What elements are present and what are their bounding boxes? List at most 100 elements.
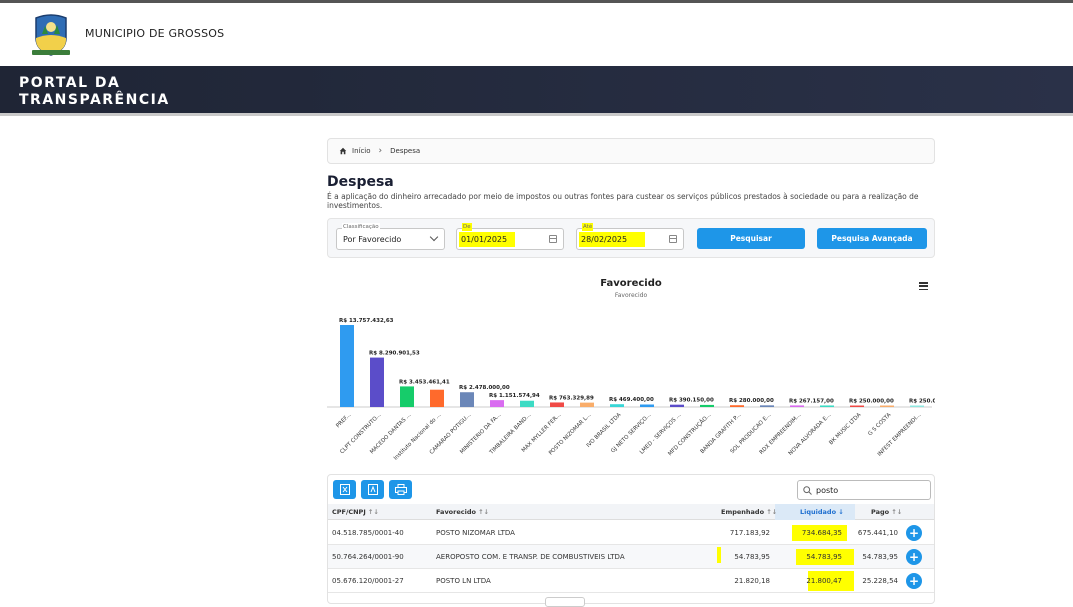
chart-title: Favorecido [600,278,662,289]
cell-cpf: 05.676.120/0001-27 [332,577,404,585]
breadcrumb-current: Despesa [390,147,421,155]
chart-category-label: PREF... [335,412,352,429]
highlight-mark [792,525,847,541]
expand-row-button[interactable]: + [906,525,922,541]
expand-row-button[interactable]: + [906,549,922,565]
table-header: CPF/CNPJ ↑↓ Favorecido ↑↓ Empenhado ↑↓ L… [328,504,934,520]
cell-cpf: 04.518.785/0001-40 [332,529,404,537]
calendar-icon[interactable] [669,235,677,243]
header-liquidado[interactable]: Liquidado ↓ [800,508,844,516]
chart-bar[interactable] [670,404,684,407]
chart-bar[interactable] [370,357,384,407]
chart-data-label: R$ 13.757.432,63 [339,318,394,324]
header-pago[interactable]: Pago ↑↓ [871,508,903,516]
breadcrumb-home[interactable]: Início [352,147,371,155]
page-title: Despesa [327,174,394,190]
chart-data-label: R$ 250.000,00 [909,399,935,405]
chart-bar[interactable] [430,389,444,407]
table-row[interactable]: 04.518.785/0001-40 POSTO NIZOMAR LTDA 71… [328,521,934,545]
highlight-mark [717,547,721,563]
portal-banner: PORTAL DA TRANSPARÊNCIA [0,66,1073,116]
breadcrumb: Início › Despesa [327,138,935,164]
classificacao-value: Por Favorecido [343,234,402,244]
header-favorecido[interactable]: Favorecido ↑↓ [436,508,490,516]
date-from-field[interactable]: De 01/01/2025 [456,223,564,250]
chart-data-label: R$ 8.290.901,53 [369,351,420,357]
table-row[interactable]: 05.676.120/0001-27 POSTO LN LTDA 21.820,… [328,569,934,593]
chart-bar[interactable] [520,400,534,407]
expand-row-button[interactable]: + [906,573,922,589]
chart-bar[interactable] [820,405,834,407]
chart-data-label: R$ 1.151.574,94 [489,393,540,399]
chart-data-label: R$ 763.329,89 [549,395,594,401]
calendar-icon[interactable] [549,235,557,243]
table-search-input[interactable]: posto [797,480,931,500]
date-to-value: 28/02/2025 [579,231,646,247]
date-from-value: 01/01/2025 [459,231,516,247]
chart-bar[interactable] [790,405,804,407]
site-header: MUNICIPIO DE GROSSOS [0,3,1073,66]
cell-cpf: 50.764.264/0001-90 [332,553,404,561]
page-size-select[interactable] [545,597,585,607]
chevron-right-icon: › [378,146,383,156]
chart-menu-icon[interactable] [919,282,928,291]
cell-empenhado: 21.820,18 [734,577,770,585]
export-pdf-button[interactable] [361,480,384,499]
chevron-down-icon [429,232,439,242]
cell-liquidado: 54.783,95 [806,553,842,561]
highlight-mark [808,571,854,591]
chart-subtitle: Favorecido [614,292,648,299]
chart-bar[interactable] [490,400,504,407]
chart-bar[interactable] [340,325,354,407]
chart-bar[interactable] [880,405,894,407]
page-description: É a aplicação do dinheiro arrecadado por… [327,192,919,210]
cell-favorecido: POSTO LN LTDA [436,577,491,585]
filter-panel: Classificação Por Favorecido De 01/01/20… [327,218,935,258]
chart-data-label: R$ 469.400,00 [609,397,654,403]
classificacao-select[interactable]: Classificação Por Favorecido [336,223,445,250]
cell-pago: 54.783,95 [862,553,898,561]
search-icon [803,486,812,495]
cell-empenhado: 717.183,92 [729,529,770,537]
chart-bar[interactable] [640,404,654,407]
chart-bar[interactable] [730,405,744,407]
pesquisar-button[interactable]: Pesquisar [697,228,805,249]
chart-bar[interactable] [580,402,594,407]
chart-bar[interactable] [700,404,714,407]
print-button[interactable] [389,480,412,499]
chart-bar[interactable] [760,405,774,407]
chart-bar[interactable] [910,405,924,407]
municipality-name: MUNICIPIO DE GROSSOS [85,27,225,40]
table-row[interactable]: 50.764.264/0001-90 AEROPOSTO COM. E TRAN… [328,545,934,569]
classificacao-label: Classificação [342,223,380,231]
chart-bar[interactable] [460,392,474,407]
chart-data-label: R$ 267.157,00 [789,398,834,404]
date-from-label: De [462,223,472,231]
municipality-crest-logo[interactable] [28,12,74,58]
chart-category-label: BK MUSIC LTDA [828,412,862,446]
results-table: posto CPF/CNPJ ↑↓ Favorecido ↑↓ Empenhad… [327,474,935,607]
date-to-label: Até [582,223,594,231]
header-cpf[interactable]: CPF/CNPJ ↑↓ [332,508,379,516]
chart-bar[interactable] [610,404,624,407]
export-excel-button[interactable] [333,480,356,499]
cell-pago: 675.441,10 [857,529,898,537]
header-empenhado[interactable]: Empenhado ↑↓ [721,508,778,516]
date-to-field[interactable]: Até 28/02/2025 [576,223,684,250]
portal-title[interactable]: PORTAL DA TRANSPARÊNCIA [19,75,170,108]
cell-empenhado: 54.783,95 [734,553,770,561]
chart-data-label: R$ 3.453.461,41 [399,379,450,385]
chart-bar[interactable] [550,402,564,407]
cell-favorecido: AEROPOSTO COM. E TRANSP. DE COMBUSTIVEIS… [436,553,625,561]
chart-data-label: R$ 2.478.000,00 [459,385,510,391]
chart-bar[interactable] [850,405,864,407]
pesquisa-avancada-button[interactable]: Pesquisa Avançada [817,228,927,249]
home-icon[interactable] [339,147,347,155]
excel-icon [339,484,350,495]
chart-category-label: G S COSTA [867,412,892,437]
chart-data-label: R$ 250.000,00 [849,399,894,405]
cell-liquidado: 734.684,35 [801,529,842,537]
pdf-icon [367,484,378,495]
chart-bar[interactable] [400,386,414,407]
